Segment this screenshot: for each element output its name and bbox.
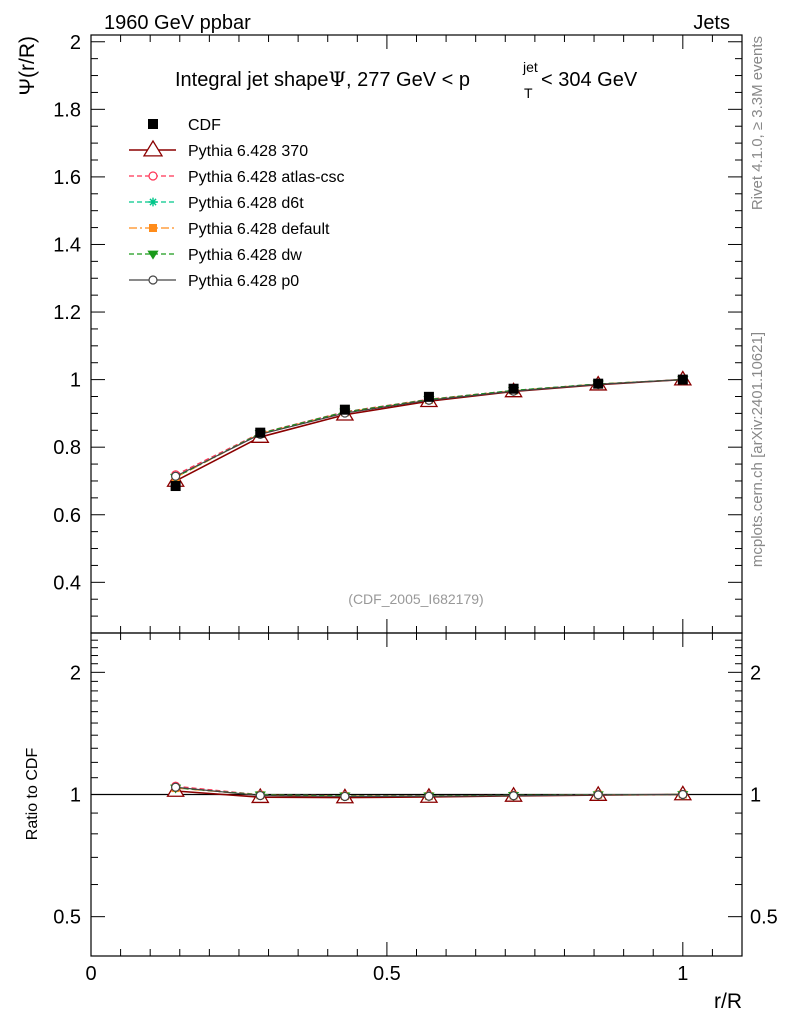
ratio-series-group <box>166 781 693 804</box>
ratio-point-p0 <box>171 782 181 792</box>
legend-marker-dw <box>147 250 159 260</box>
legend-marker-CDF <box>148 119 158 129</box>
main-ytick-label: 1.6 <box>53 167 81 189</box>
main-ytick-label: 1 <box>70 370 81 392</box>
x-tick-label: 0.5 <box>373 963 401 985</box>
mcplots-label: mcplots.cern.ch [arXiv:2401.10621] <box>749 332 766 567</box>
data-point-CDF <box>677 374 688 385</box>
legend-entry-atlas: Pythia 6.428 atlas-csc <box>129 169 345 186</box>
legend-entry-default: Pythia 6.428 default <box>129 221 330 238</box>
series-p370 <box>166 370 693 487</box>
series-atlas <box>171 375 688 480</box>
legend-marker-p370 <box>142 139 164 157</box>
ratio-y-axis-label: Ratio to CDF <box>24 748 41 841</box>
legend-entry-dw: Pythia 6.428 dw <box>129 247 302 264</box>
ratio-point-p0 <box>424 791 434 801</box>
legend-entry-d6t: Pythia 6.428 d6t <box>129 195 304 212</box>
x-tick-label: 0 <box>85 963 96 985</box>
x-tick-label: 1 <box>677 963 688 985</box>
data-point-CDF <box>255 427 266 438</box>
data-point-CDF <box>508 383 519 394</box>
main-ytick-label: 1.8 <box>53 99 81 121</box>
main-ytick-label: 0.8 <box>53 437 81 459</box>
ratio-point-p0 <box>255 790 265 801</box>
main-ytick-label: 1.2 <box>53 302 81 324</box>
series-default <box>171 375 687 482</box>
ratio-ytick-label-right: 0.5 <box>750 907 778 929</box>
series-d6t <box>171 375 688 482</box>
x-axis-label: r/R <box>714 990 742 1013</box>
data-point-p0 <box>171 471 181 481</box>
title-psi: Ψ <box>328 67 346 91</box>
legend-marker-p0 <box>148 275 158 285</box>
legend-entry-CDF: CDF <box>148 117 221 134</box>
analysis-watermark: (CDF_2005_I682179) <box>348 591 483 607</box>
data-point-CDF <box>593 378 604 389</box>
main-ytick-label: 2 <box>70 32 81 54</box>
legend-label-d6t: Pythia 6.428 d6t <box>188 195 304 212</box>
main-axis-ticks: 0.4 0.6 0.8 1 1.2 1.4 1.6 1.8 2 <box>53 32 743 633</box>
header-right: Jets <box>693 12 730 34</box>
ratio-ytick-label: 1 <box>70 785 81 807</box>
legend-marker-default <box>149 224 157 232</box>
ratio-point-p0 <box>508 791 519 801</box>
series-p0 <box>171 375 688 481</box>
title-middle: , 277 GeV < p <box>346 69 470 91</box>
main-ytick-label: 0.4 <box>53 572 81 594</box>
plot-title: Integral jet shapeΨ, 277 GeV < p <box>175 67 470 91</box>
legend-marker-d6t <box>148 197 158 207</box>
title-suffix: < 304 GeV <box>541 69 638 91</box>
title-prefix: Integral jet shape <box>175 69 328 91</box>
ratio-series-p0 <box>171 782 688 802</box>
ratio-point-p0 <box>678 789 688 800</box>
rivet-label: Rivet 4.1.0, ≥ 3.3M events <box>749 36 766 210</box>
main-series-group <box>166 370 693 492</box>
legend: CDF Pythia 6.428 370 Pythia 6.428 atlas-cs… <box>129 117 345 290</box>
legend-marker-atlas <box>148 171 158 181</box>
main-y-axis-label: Ψ(r/R) <box>16 36 39 96</box>
legend-entry-p0: Pythia 6.428 p0 <box>129 273 299 290</box>
main-ytick-label: 1.4 <box>53 234 81 256</box>
legend-label-p0: Pythia 6.428 p0 <box>188 273 299 290</box>
ratio-ytick-label: 0.5 <box>53 907 81 929</box>
data-point-CDF <box>339 404 350 415</box>
legend-entry-p370: Pythia 6.428 370 <box>129 139 308 160</box>
legend-label-p370: Pythia 6.428 370 <box>188 143 308 160</box>
legend-label-CDF: CDF <box>188 117 221 134</box>
ratio-axis-ticks: 0.5 0.5 1 1 2 2 0 0.5 1 <box>53 633 778 985</box>
series-CDF <box>170 374 688 492</box>
header-left: 1960 GeV ppbar <box>104 12 251 34</box>
ratio-ytick-label-right: 2 <box>750 662 761 684</box>
ratio-ytick-label-right: 1 <box>750 785 761 807</box>
title-sup: jet <box>522 59 538 75</box>
data-point-CDF <box>170 481 181 492</box>
legend-label-default: Pythia 6.428 default <box>188 221 330 238</box>
title-sub: T <box>524 85 533 101</box>
legend-label-dw: Pythia 6.428 dw <box>188 247 302 264</box>
ratio-ytick-label: 2 <box>70 662 81 684</box>
ratio-point-p0 <box>593 790 603 800</box>
data-point-CDF <box>423 391 434 402</box>
main-ytick-label: 0.6 <box>53 505 81 527</box>
ratio-point-p0 <box>340 791 350 802</box>
legend-label-atlas: Pythia 6.428 atlas-csc <box>188 169 345 186</box>
